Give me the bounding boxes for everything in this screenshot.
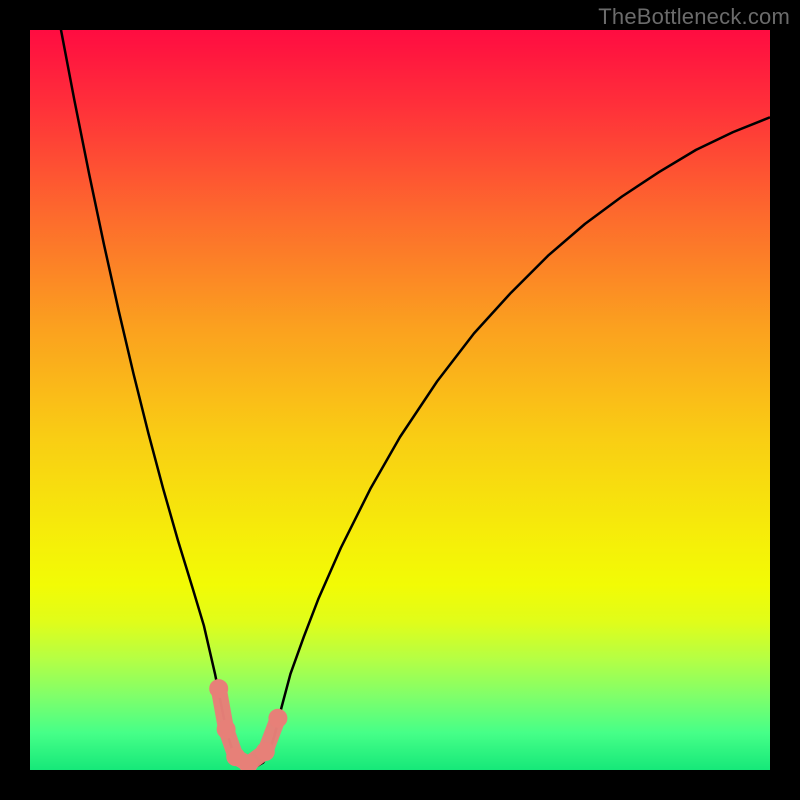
marker-dot (239, 755, 257, 770)
marker-dot (210, 680, 228, 698)
chart-plot-area (30, 30, 770, 770)
marker-dot (269, 709, 287, 727)
watermark-text: TheBottleneck.com (598, 4, 790, 30)
marker-dot (217, 720, 235, 738)
root-container: TheBottleneck.com (0, 0, 800, 800)
marker-dot (256, 743, 274, 761)
chart-svg (30, 30, 770, 770)
